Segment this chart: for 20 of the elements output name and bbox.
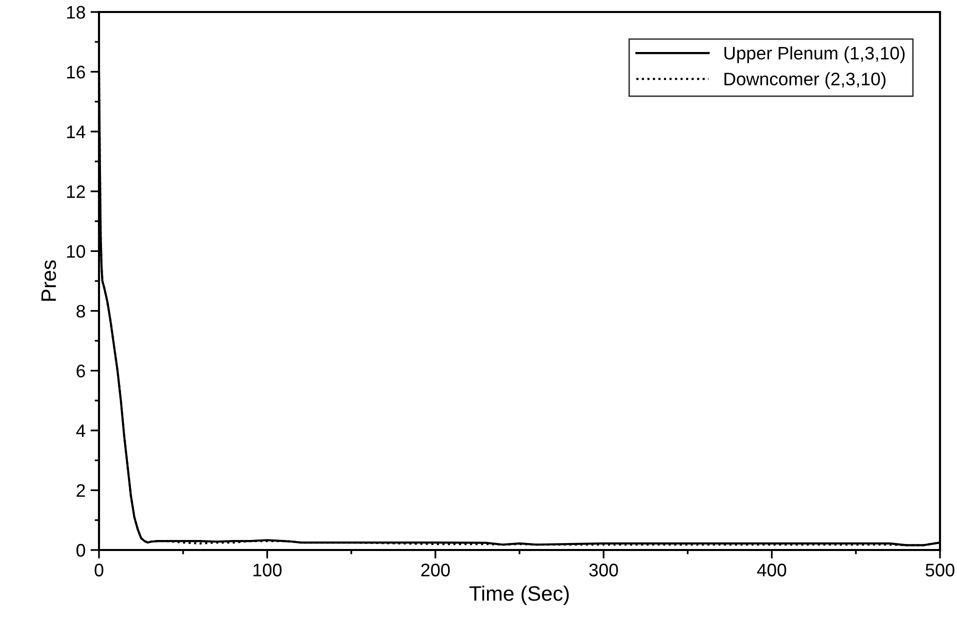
- legend-label: Upper Plenum (1,3,10): [724, 46, 905, 64]
- x-tick-label: 100: [254, 564, 282, 576]
- y-tick-label: 14: [67, 126, 86, 138]
- y-tick-label: 6: [76, 364, 86, 378]
- y-tick-label: 2: [76, 484, 85, 497]
- legend-label: Downcomer (2,3,10): [724, 72, 886, 89]
- y-axis-title: Pres: [42, 260, 56, 301]
- y-tick-label: 0: [76, 544, 86, 557]
- x-tick-label: 500: [926, 564, 954, 576]
- y-tick-label: 16: [67, 66, 86, 78]
- y-tick-label: 18: [67, 6, 86, 19]
- x-tick-label: 200: [421, 564, 450, 576]
- x-tick-label: 300: [589, 564, 618, 576]
- y-tick-label: 8: [76, 304, 86, 318]
- y-tick-label: 4: [76, 424, 86, 437]
- y-tick-label: 10: [67, 245, 86, 258]
- x-tick-label: 400: [757, 564, 786, 576]
- x-axis-title: Time (Sec): [469, 586, 569, 605]
- y-tick-label: 12: [67, 185, 85, 198]
- x-tick-label: 0: [94, 564, 104, 576]
